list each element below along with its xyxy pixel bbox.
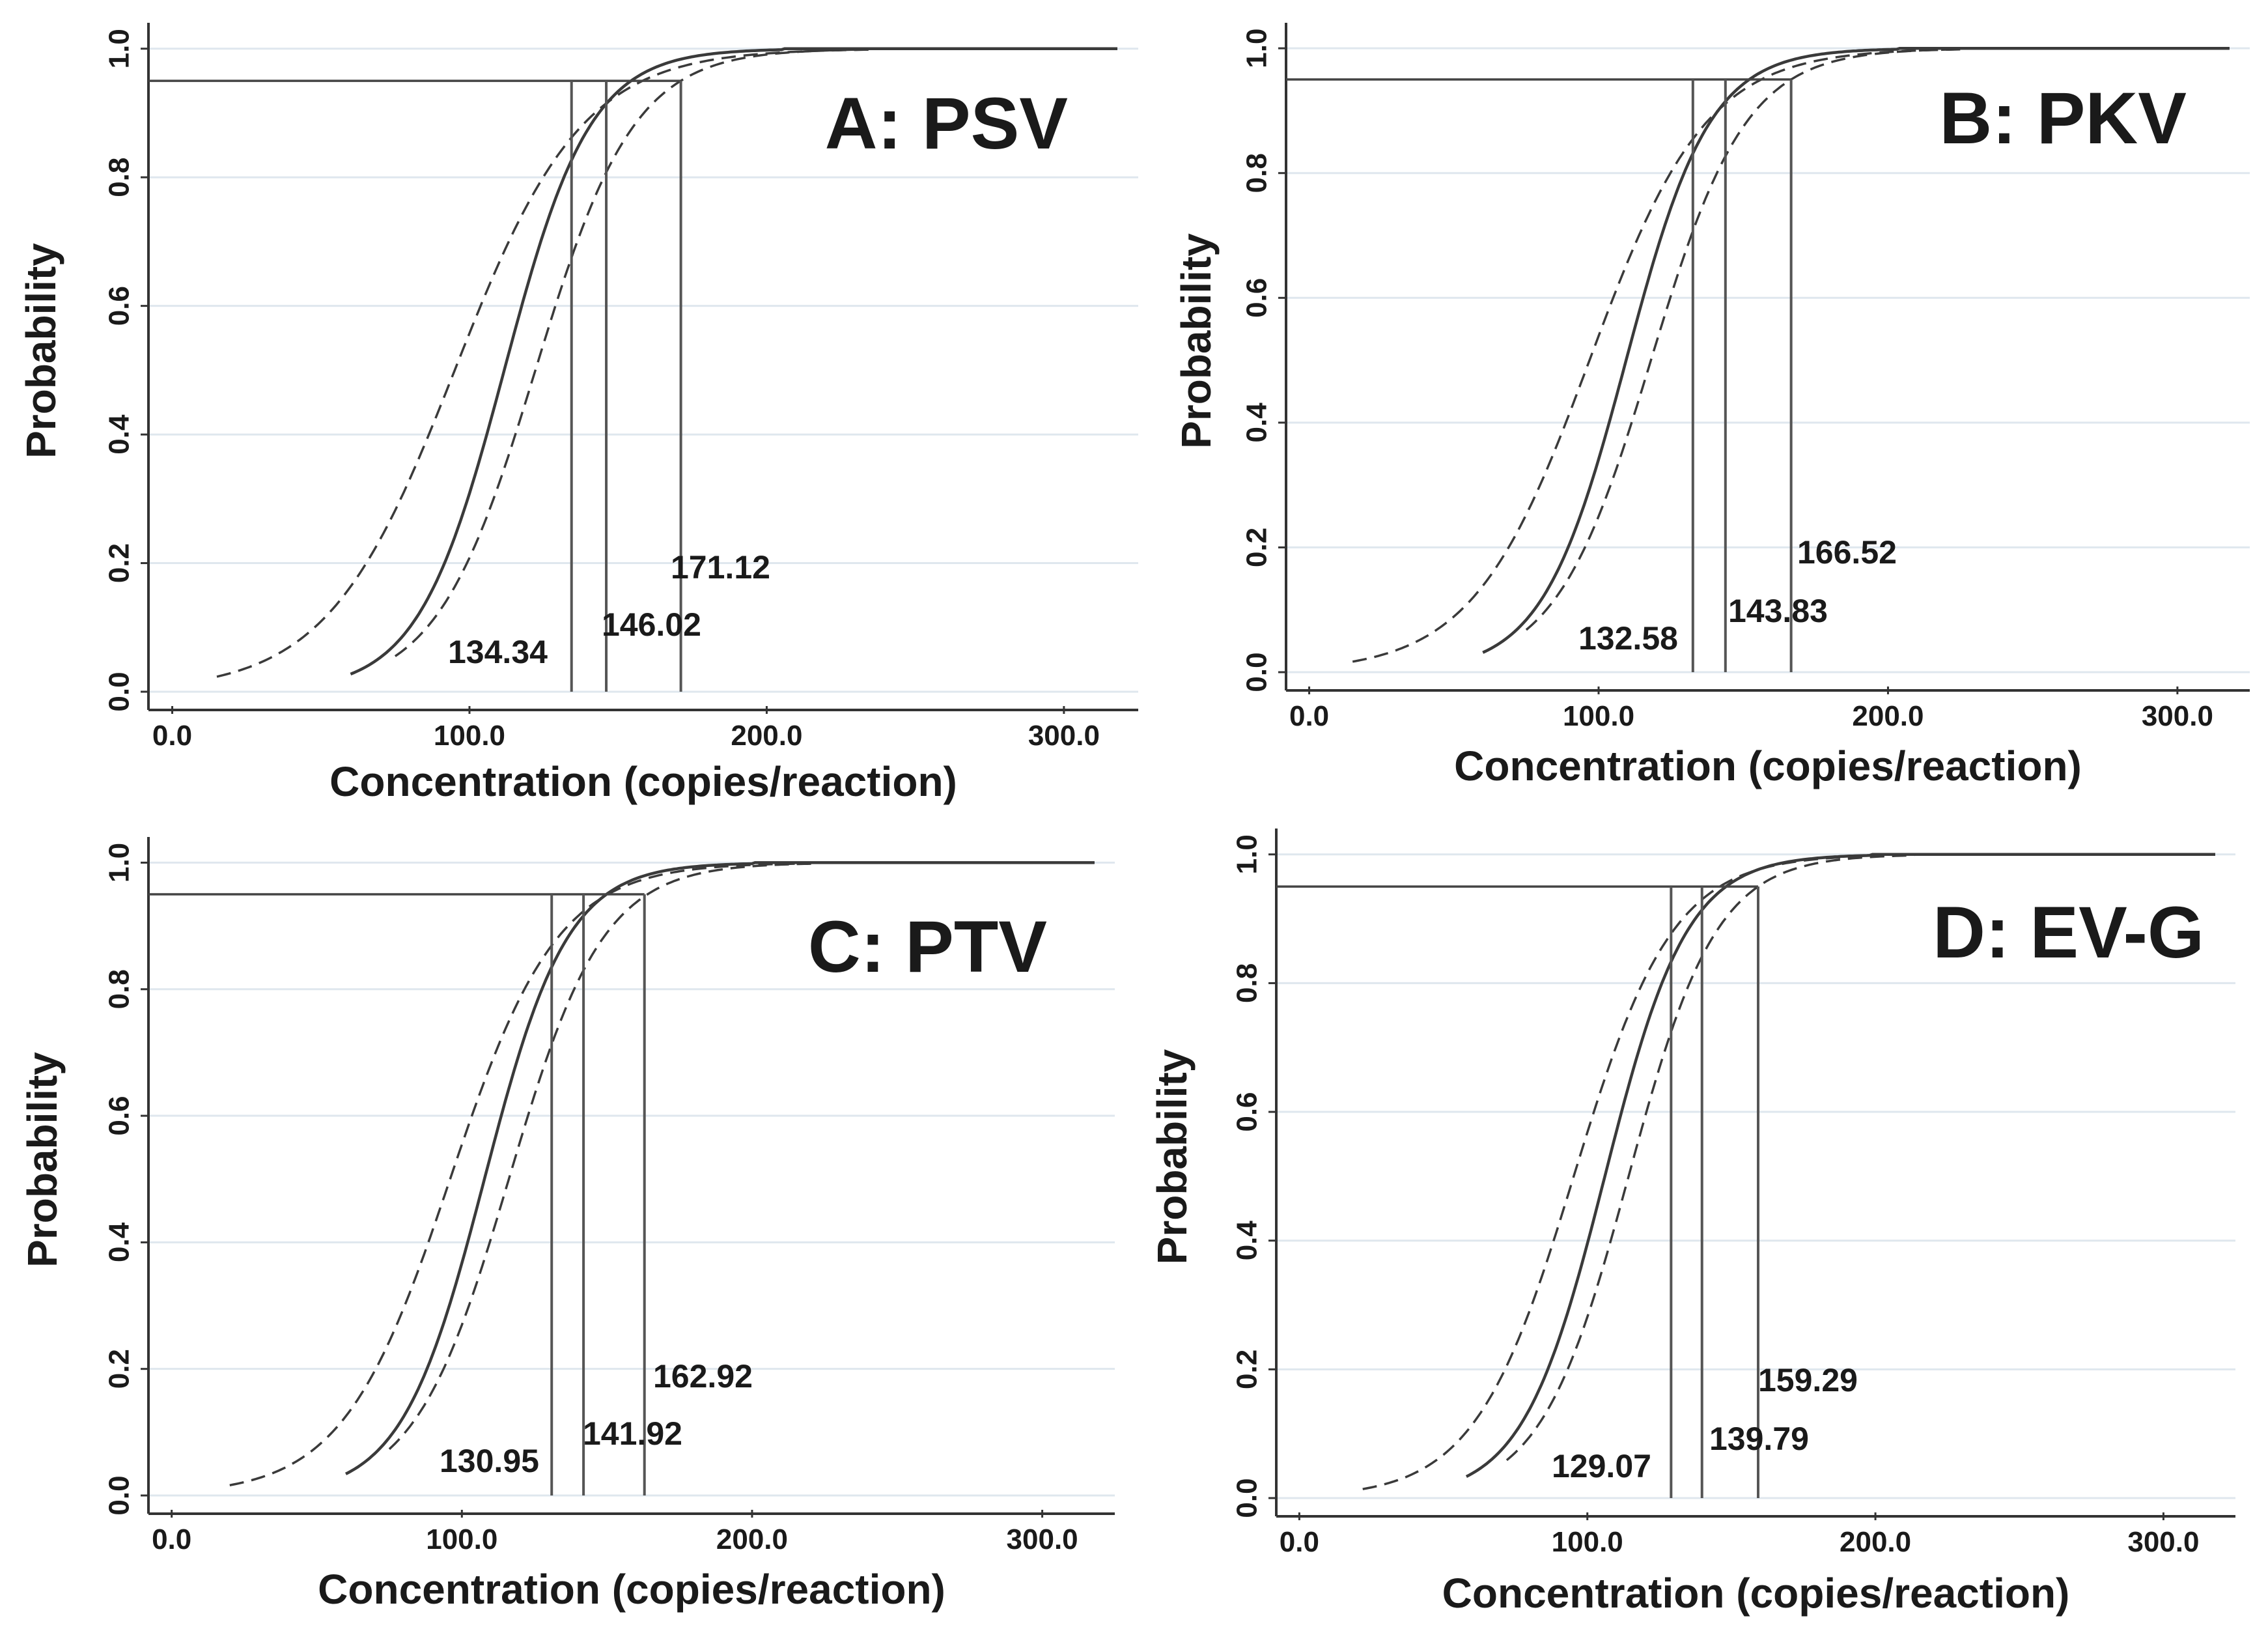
- y-tick-label: 0.6: [1241, 278, 1273, 318]
- y-tick-label: 0.0: [104, 1475, 135, 1515]
- data-label: 141.92: [583, 1415, 682, 1452]
- confidence-limit-line: [394, 47, 1117, 657]
- x-tick-label: 300.0: [2127, 1526, 2199, 1558]
- probit-fit-line: [350, 47, 1117, 675]
- probit-fit-line: [344, 861, 1095, 1475]
- y-tick-label: 0.4: [104, 1222, 135, 1262]
- probit-fit-line: [1465, 853, 2215, 1479]
- data-label: 139.79: [1709, 1421, 1809, 1457]
- x-tick-label: 100.0: [1563, 700, 1634, 732]
- panel-title: C: PTV: [808, 906, 1047, 987]
- data-label: 146.02: [602, 606, 701, 643]
- data-label: 159.29: [1758, 1362, 1858, 1398]
- x-tick-label: 0.0: [1280, 1526, 1319, 1558]
- y-axis-title: Probability: [1173, 233, 1220, 449]
- y-tick-label: 0.6: [1231, 1092, 1263, 1131]
- confidence-limit-line: [388, 861, 1095, 1451]
- x-tick-label: 100.0: [426, 1523, 497, 1555]
- x-tick-label: 100.0: [434, 720, 505, 752]
- data-label: 171.12: [671, 549, 770, 586]
- data-label: 134.34: [448, 634, 548, 670]
- x-tick-label: 100.0: [1552, 1526, 1623, 1558]
- panel-title: D: EV-G: [1933, 892, 2204, 973]
- y-tick-label: 0.2: [1241, 528, 1273, 567]
- data-label: 166.52: [1797, 534, 1897, 571]
- chart-panel-4: 0.0 0.2 0.4 0.6 0.8 1.0 0.0 100.0 200.0 300.0 129.…: [1149, 829, 2235, 1617]
- data-label: 162.92: [653, 1358, 753, 1395]
- data-label: 129.07: [1552, 1448, 1651, 1484]
- chart-panel-2: 0.0 0.2 0.4 0.6 0.8 1.0 0.0 100.0 200.0 300.0 132.…: [1173, 23, 2250, 789]
- x-tick-label: 200.0: [731, 720, 802, 752]
- chart-panel-3: 0.0 0.2 0.4 0.6 0.8 1.0 0.0 100.0 200.0 300.0 130.…: [19, 837, 1115, 1613]
- data-label: 143.83: [1728, 593, 1828, 629]
- x-tick-label: 300.0: [1007, 1523, 1078, 1555]
- y-tick-label: 0.4: [1231, 1221, 1263, 1261]
- x-axis-title: Concentration (copies/reaction): [1442, 1570, 2070, 1617]
- y-tick-label: 1.0: [104, 843, 135, 883]
- y-tick-label: 0.8: [1231, 963, 1263, 1003]
- y-tick-label: 0.8: [104, 969, 135, 1009]
- x-axis-title: Concentration (copies/reaction): [318, 1566, 945, 1613]
- x-tick-label: 200.0: [716, 1523, 788, 1555]
- y-axis-title: Probability: [19, 1052, 66, 1268]
- y-tick-label: 1.0: [104, 29, 135, 68]
- y-tick-label: 0.0: [1241, 652, 1273, 692]
- x-tick-label: 0.0: [1289, 700, 1329, 732]
- confidence-limit-line: [1525, 47, 2230, 631]
- y-tick-label: 0.6: [104, 286, 135, 326]
- y-tick-label: 1.0: [1241, 29, 1273, 68]
- y-tick-label: 0.8: [1241, 153, 1273, 193]
- x-tick-label: 0.0: [152, 1523, 191, 1555]
- confidence-limit-line: [229, 861, 1095, 1487]
- y-tick-label: 0.2: [1231, 1350, 1263, 1389]
- x-tick-label: 0.0: [152, 720, 192, 752]
- y-tick-label: 0.4: [1241, 403, 1273, 443]
- data-label: 130.95: [440, 1443, 539, 1479]
- data-label: 132.58: [1578, 620, 1678, 657]
- y-tick-label: 0.8: [104, 158, 135, 197]
- chart-panel-1: 0.0 0.2 0.4 0.6 0.8 1.0 0.0 100.0 200.0 300.0 134.…: [18, 23, 1138, 805]
- y-tick-label: 0.4: [104, 414, 135, 455]
- x-axis-title: Concentration (copies/reaction): [1454, 743, 2082, 789]
- x-tick-label: 300.0: [2142, 700, 2213, 732]
- y-tick-label: 0.2: [104, 543, 135, 583]
- y-axis-title: Probability: [1149, 1049, 1196, 1264]
- confidence-limit-line: [1505, 853, 2215, 1462]
- x-tick-label: 200.0: [1852, 700, 1924, 732]
- x-tick-label: 300.0: [1028, 720, 1100, 752]
- y-tick-label: 0.6: [104, 1096, 135, 1135]
- y-axis-title: Probability: [18, 243, 64, 459]
- panel-title: B: PKV: [1939, 78, 2187, 159]
- y-tick-label: 0.0: [1231, 1478, 1263, 1518]
- y-tick-label: 0.2: [104, 1349, 135, 1389]
- x-axis-title: Concentration (copies/reaction): [329, 758, 957, 805]
- x-tick-label: 200.0: [1840, 1526, 1911, 1558]
- y-tick-label: 0.0: [104, 672, 135, 711]
- panel-title: A: PSV: [825, 83, 1068, 164]
- y-tick-label: 1.0: [1231, 834, 1263, 874]
